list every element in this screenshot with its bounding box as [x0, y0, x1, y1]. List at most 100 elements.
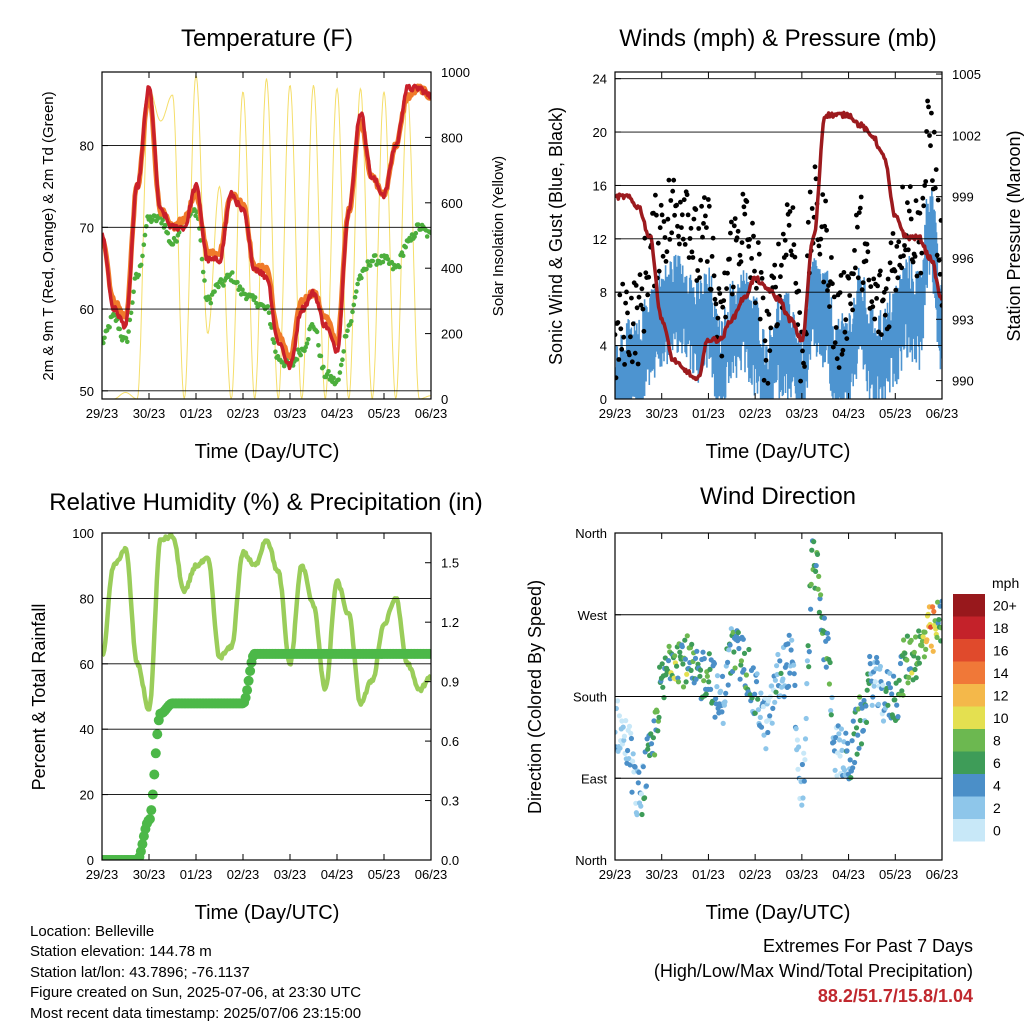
gust-point	[938, 218, 942, 223]
gust-point	[669, 230, 675, 236]
gust-point	[618, 326, 624, 332]
direction-point	[714, 673, 721, 679]
direction-point	[704, 673, 711, 679]
y2-tick-label: 800	[441, 130, 463, 145]
gust-point	[820, 192, 826, 198]
direction-point	[793, 726, 799, 732]
gust-point	[843, 317, 849, 323]
legend-swatch	[953, 639, 985, 662]
x-tick-label: 06/23	[415, 867, 448, 882]
dewpoint-point	[138, 262, 144, 268]
direction-point	[794, 737, 801, 743]
dewpoint-point	[102, 340, 106, 346]
gust-point	[850, 307, 855, 313]
direction-point	[627, 762, 633, 768]
gust-point	[910, 259, 916, 265]
legend-swatch	[953, 661, 985, 684]
direction-point	[638, 803, 644, 809]
direction-point	[911, 649, 917, 655]
dewpoint-point	[365, 259, 371, 264]
legend-label: 18	[993, 620, 1009, 636]
gust-point	[927, 133, 932, 138]
humidity-title: Relative Humidity (%) & Precipitation (i…	[49, 489, 482, 516]
dewpoint-point	[193, 213, 198, 218]
gust-point	[912, 254, 918, 259]
direction-point	[630, 751, 636, 757]
direction-point	[874, 654, 880, 661]
direction-point	[913, 634, 919, 640]
gust-point	[645, 292, 651, 298]
gust-point	[856, 210, 862, 216]
direction-point	[655, 728, 661, 734]
direction-point	[682, 656, 689, 662]
dewpoint-point	[354, 289, 359, 294]
info-latlon: Station lat/lon: 43.7896; -76.1137	[30, 963, 250, 981]
direction-point	[891, 673, 897, 679]
dewpoint-point	[331, 375, 336, 381]
dewpoint-point	[294, 357, 300, 362]
direction-point	[887, 670, 893, 676]
direction-point	[839, 747, 845, 754]
gust-point	[839, 351, 845, 357]
gust-point	[936, 257, 942, 263]
direction-point	[813, 568, 819, 575]
direction-point	[901, 637, 907, 643]
y-tick-label: West	[578, 608, 608, 623]
humidity-plot-area	[102, 533, 431, 860]
x-tick-label: 02/23	[739, 406, 772, 421]
gust-point	[834, 356, 840, 362]
gust-point	[699, 203, 704, 209]
gust-point	[666, 177, 672, 183]
direction-point	[638, 791, 645, 797]
gust-point	[880, 297, 886, 303]
gust-point	[625, 310, 630, 316]
gust-point	[749, 256, 754, 261]
direction-point	[755, 696, 761, 702]
dewpoint-point	[303, 345, 309, 350]
winds-x-ticks: 29/23 30/23 01/23 02/23 03/23 04/23 05/23 06/23	[599, 72, 958, 421]
gust-point	[778, 274, 783, 280]
gust-point	[772, 262, 778, 268]
dewpoint-point	[374, 262, 379, 267]
direction-point	[806, 664, 812, 670]
gust-point	[859, 287, 865, 293]
gust-point	[768, 325, 774, 331]
dewpoint-point	[318, 353, 324, 359]
gust-point	[929, 110, 934, 116]
direction-point	[689, 641, 695, 648]
gust-point	[901, 253, 906, 259]
gust-point	[851, 271, 856, 277]
info-location: Location: Belleville	[30, 923, 155, 940]
gust-point	[665, 216, 671, 222]
direction-point	[861, 697, 867, 704]
y2-tick-label: 1002	[952, 128, 981, 143]
direction-point	[894, 702, 900, 708]
gust-point	[641, 328, 647, 334]
direction-point	[701, 656, 707, 662]
gust-point	[657, 225, 663, 231]
dewpoint-point	[326, 369, 331, 374]
x-tick-label: 01/23	[180, 406, 213, 421]
gust-point	[812, 164, 818, 170]
gust-point	[674, 202, 679, 208]
direction-point	[814, 551, 821, 558]
x-tick-label: 06/23	[415, 406, 448, 421]
direction-point	[760, 704, 767, 710]
gust-point	[629, 295, 634, 301]
extremes-subtitle: (High/Low/Max Wind/Total Precipitation)	[653, 961, 973, 981]
dewpoint-point	[242, 291, 248, 297]
legend-swatch	[953, 594, 985, 617]
humidity-y-ticks-left: 0 20 40 60 80 100	[72, 526, 431, 868]
direction-point	[623, 718, 629, 724]
rain-point	[146, 805, 157, 816]
rain-point	[242, 685, 253, 696]
direction-point	[827, 659, 833, 666]
direction-point	[616, 713, 623, 719]
gust-point	[672, 212, 677, 218]
direction-point	[697, 667, 704, 673]
gust-point	[918, 270, 924, 276]
temperature-x-label: Time (Day/UTC)	[195, 441, 340, 463]
gust-point	[822, 223, 828, 229]
y2-tick-label: 1.2	[441, 615, 459, 630]
direction-point	[648, 741, 655, 747]
